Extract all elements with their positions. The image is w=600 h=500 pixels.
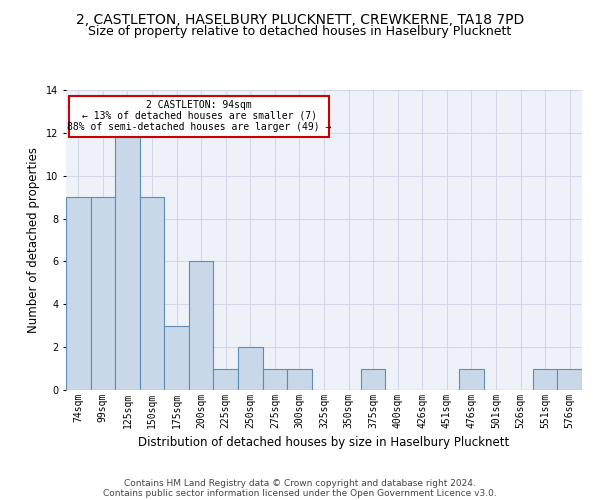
Bar: [164, 326, 189, 390]
Text: Contains public sector information licensed under the Open Government Licence v3: Contains public sector information licen…: [103, 488, 497, 498]
Text: Contains HM Land Registry data © Crown copyright and database right 2024.: Contains HM Land Registry data © Crown c…: [124, 478, 476, 488]
FancyBboxPatch shape: [68, 96, 329, 136]
Bar: [263, 368, 287, 390]
Text: ← 13% of detached houses are smaller (7): ← 13% of detached houses are smaller (7): [82, 111, 317, 121]
Bar: [459, 368, 484, 390]
Text: 88% of semi-detached houses are larger (49) →: 88% of semi-detached houses are larger (…: [67, 122, 331, 132]
Text: 2 CASTLETON: 94sqm: 2 CASTLETON: 94sqm: [146, 100, 252, 110]
Bar: [140, 197, 164, 390]
Bar: [557, 368, 582, 390]
Bar: [189, 262, 214, 390]
Bar: [91, 197, 115, 390]
Bar: [66, 197, 91, 390]
Text: 2, CASTLETON, HASELBURY PLUCKNETT, CREWKERNE, TA18 7PD: 2, CASTLETON, HASELBURY PLUCKNETT, CREWK…: [76, 12, 524, 26]
Y-axis label: Number of detached properties: Number of detached properties: [28, 147, 40, 333]
Bar: [115, 133, 140, 390]
Bar: [287, 368, 312, 390]
Bar: [214, 368, 238, 390]
Bar: [361, 368, 385, 390]
Text: Size of property relative to detached houses in Haselbury Plucknett: Size of property relative to detached ho…: [88, 25, 512, 38]
Bar: [238, 347, 263, 390]
Bar: [533, 368, 557, 390]
X-axis label: Distribution of detached houses by size in Haselbury Plucknett: Distribution of detached houses by size …: [139, 436, 509, 450]
